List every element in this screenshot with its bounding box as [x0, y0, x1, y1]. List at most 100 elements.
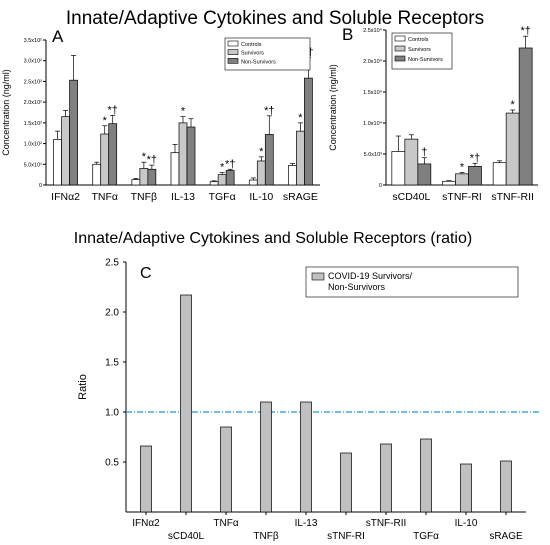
significance-mark: * [298, 112, 303, 124]
y-tick-label: 1.5x10² [24, 121, 43, 127]
y-tick-label: 2.5x10⁴ [363, 27, 383, 34]
category-label: IL-10 [455, 518, 478, 529]
significance-mark: * [460, 162, 465, 174]
y-tick-label: 0.5 [105, 458, 119, 469]
significance-mark: * [142, 151, 147, 163]
category-label: sTNF-RI [442, 191, 482, 203]
y-tick-label: 2.5x10² [24, 79, 43, 85]
panel-c-letter: C [140, 265, 152, 282]
bar-survivors [217, 174, 227, 186]
legend-label: Survivors [408, 47, 431, 53]
bar-survivors [404, 138, 419, 186]
legend-label: Survivors [241, 51, 264, 57]
category-label: TNFα [213, 518, 238, 529]
category-label: sTNF-RII [366, 518, 407, 529]
category-label: sRAGE [283, 191, 318, 203]
ratio-bar [460, 463, 472, 513]
bar-non-survivors [468, 166, 482, 186]
significance-mark: *† [147, 154, 157, 166]
panel-c-chart: C 0.5 1.0 1.5 2.0 2.5 Ratio IFNα2 sCD40L TNFα TNFβ… [77, 258, 540, 542]
bar-non-survivors [417, 163, 432, 186]
y-tick-label: 5.0x10³ [364, 152, 383, 158]
bar-non-survivors [147, 168, 157, 186]
y-tick-label: 2.0x10² [24, 100, 43, 106]
panel-b-letter: B [342, 25, 353, 44]
category-label: IFNα2 [132, 518, 160, 529]
ratio-bar [140, 445, 152, 513]
bar-non-survivors [108, 123, 118, 186]
legend-swatch [227, 40, 239, 47]
significance-mark: * [181, 106, 186, 118]
legend-label: Non-Survivors [408, 57, 443, 63]
category-label: TNFβ [253, 531, 278, 542]
bar-survivors [256, 160, 266, 186]
ratio-bar [500, 460, 512, 513]
bar-non-survivors [225, 170, 235, 186]
top-title: Innate/Adaptive Cytokines and Soluble Re… [66, 8, 484, 29]
y-tick-label: 2.5 [105, 258, 119, 269]
y-tick-label: 0 [39, 183, 42, 189]
y-tick-label: 2.0x10⁴ [363, 58, 383, 65]
bar-non-survivors [304, 77, 313, 186]
ratio-bar [340, 452, 352, 513]
y-tick-label: 1.5x10⁴ [363, 89, 383, 96]
y-tick-label: 5.0x10¹ [24, 162, 43, 168]
ratio-bar [380, 443, 392, 513]
bar-controls [131, 179, 141, 186]
category-label: IFNα2 [51, 191, 80, 203]
category-label: sTNF-RI [327, 531, 365, 542]
category-label: IL-10 [249, 191, 273, 203]
significance-mark: * [103, 115, 108, 127]
ratio-bar [260, 401, 272, 513]
bar-controls [492, 162, 507, 186]
y-tick-label: 3.5x10² [24, 38, 43, 44]
y-tick-label: 1.5 [105, 358, 119, 369]
legend-swatch [311, 272, 325, 281]
bar-controls [209, 181, 219, 186]
category-label: sCD40L [168, 531, 205, 542]
bar-controls [170, 152, 180, 186]
significance-mark: † [421, 147, 427, 159]
panel-a-chart: A 0 5.0x10¹ 1.0x10² 1.5x10² 2.0x10² 2.5x10² 3.0… [1, 27, 320, 203]
ratio-bar [420, 438, 432, 513]
bar-controls [248, 179, 258, 186]
legend-swatch [227, 49, 239, 55]
bar-survivors [139, 168, 149, 186]
y-axis-label: Concentration (ng/ml) [1, 69, 11, 156]
bar-controls [442, 180, 456, 186]
category-label: TGFα [209, 191, 236, 203]
legend-label: Controls [408, 37, 429, 43]
bar-controls [288, 165, 297, 186]
ratio-bar [180, 294, 192, 513]
y-tick-label: 1.0 [105, 408, 119, 419]
legend-label: Non-Survivors [241, 59, 276, 65]
category-label: IL-13 [171, 191, 195, 203]
legend-swatch [394, 45, 406, 52]
category-label: sCD40L [392, 191, 430, 203]
panel-b-chart: B 0 5.0x10³ 1.0x10⁴ 1.5x10⁴ 2.0x10⁴ 2.5x10⁴ Con… [328, 25, 538, 203]
y-axis-label: Ratio [77, 374, 89, 400]
legend-swatch [394, 35, 406, 42]
bar-survivors [178, 122, 188, 186]
bar-controls [92, 163, 102, 186]
y-tick-label: 1.0x10⁴ [363, 120, 383, 127]
panel-a-letter: A [52, 27, 64, 46]
legend-box [224, 37, 311, 71]
significance-mark: * [259, 146, 264, 158]
bar-survivors [61, 116, 70, 186]
category-label: TGFα [413, 531, 439, 542]
significance-mark: * [511, 99, 516, 111]
legend-swatch [394, 55, 406, 62]
bar-non-survivors [518, 47, 533, 186]
bar-non-survivors [186, 126, 196, 186]
category-label: TNFα [91, 191, 117, 203]
bar-survivors [505, 112, 520, 186]
y-tick-label: 1.0x10² [24, 142, 43, 148]
bar-survivors [296, 130, 305, 186]
bar-controls [391, 151, 406, 186]
legend-label: Controls [241, 42, 262, 48]
category-label: sRAGE [489, 531, 523, 542]
y-axis-label: Concentration (ng/ml) [328, 64, 338, 151]
bottom-title: Innate/Adaptive Cytokines and Soluble Re… [74, 230, 472, 247]
